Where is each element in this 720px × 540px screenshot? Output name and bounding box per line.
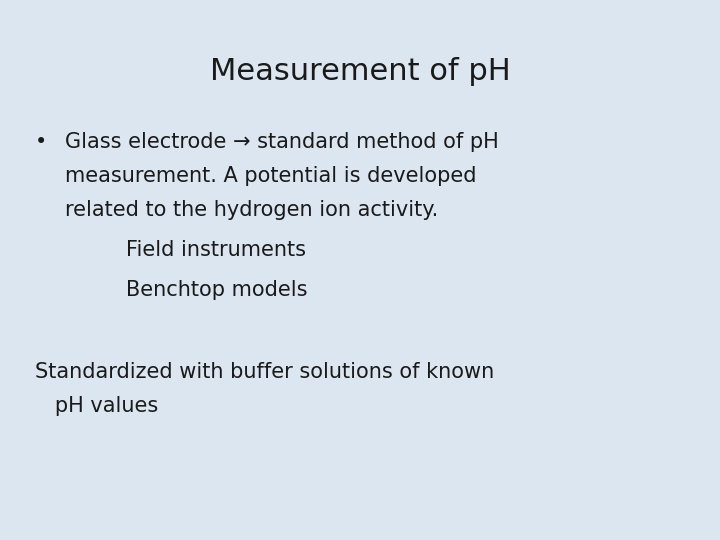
Text: Measurement of pH: Measurement of pH — [210, 57, 510, 86]
Text: measurement. A potential is developed: measurement. A potential is developed — [65, 166, 477, 186]
Text: Field instruments: Field instruments — [126, 240, 306, 260]
Text: Standardized with buffer solutions of known: Standardized with buffer solutions of kn… — [35, 362, 494, 382]
Text: pH values: pH values — [35, 396, 158, 416]
Text: •: • — [35, 132, 47, 152]
Text: Glass electrode → standard method of pH: Glass electrode → standard method of pH — [65, 132, 498, 152]
Text: related to the hydrogen ion activity.: related to the hydrogen ion activity. — [65, 200, 438, 220]
Text: Benchtop models: Benchtop models — [126, 280, 307, 300]
